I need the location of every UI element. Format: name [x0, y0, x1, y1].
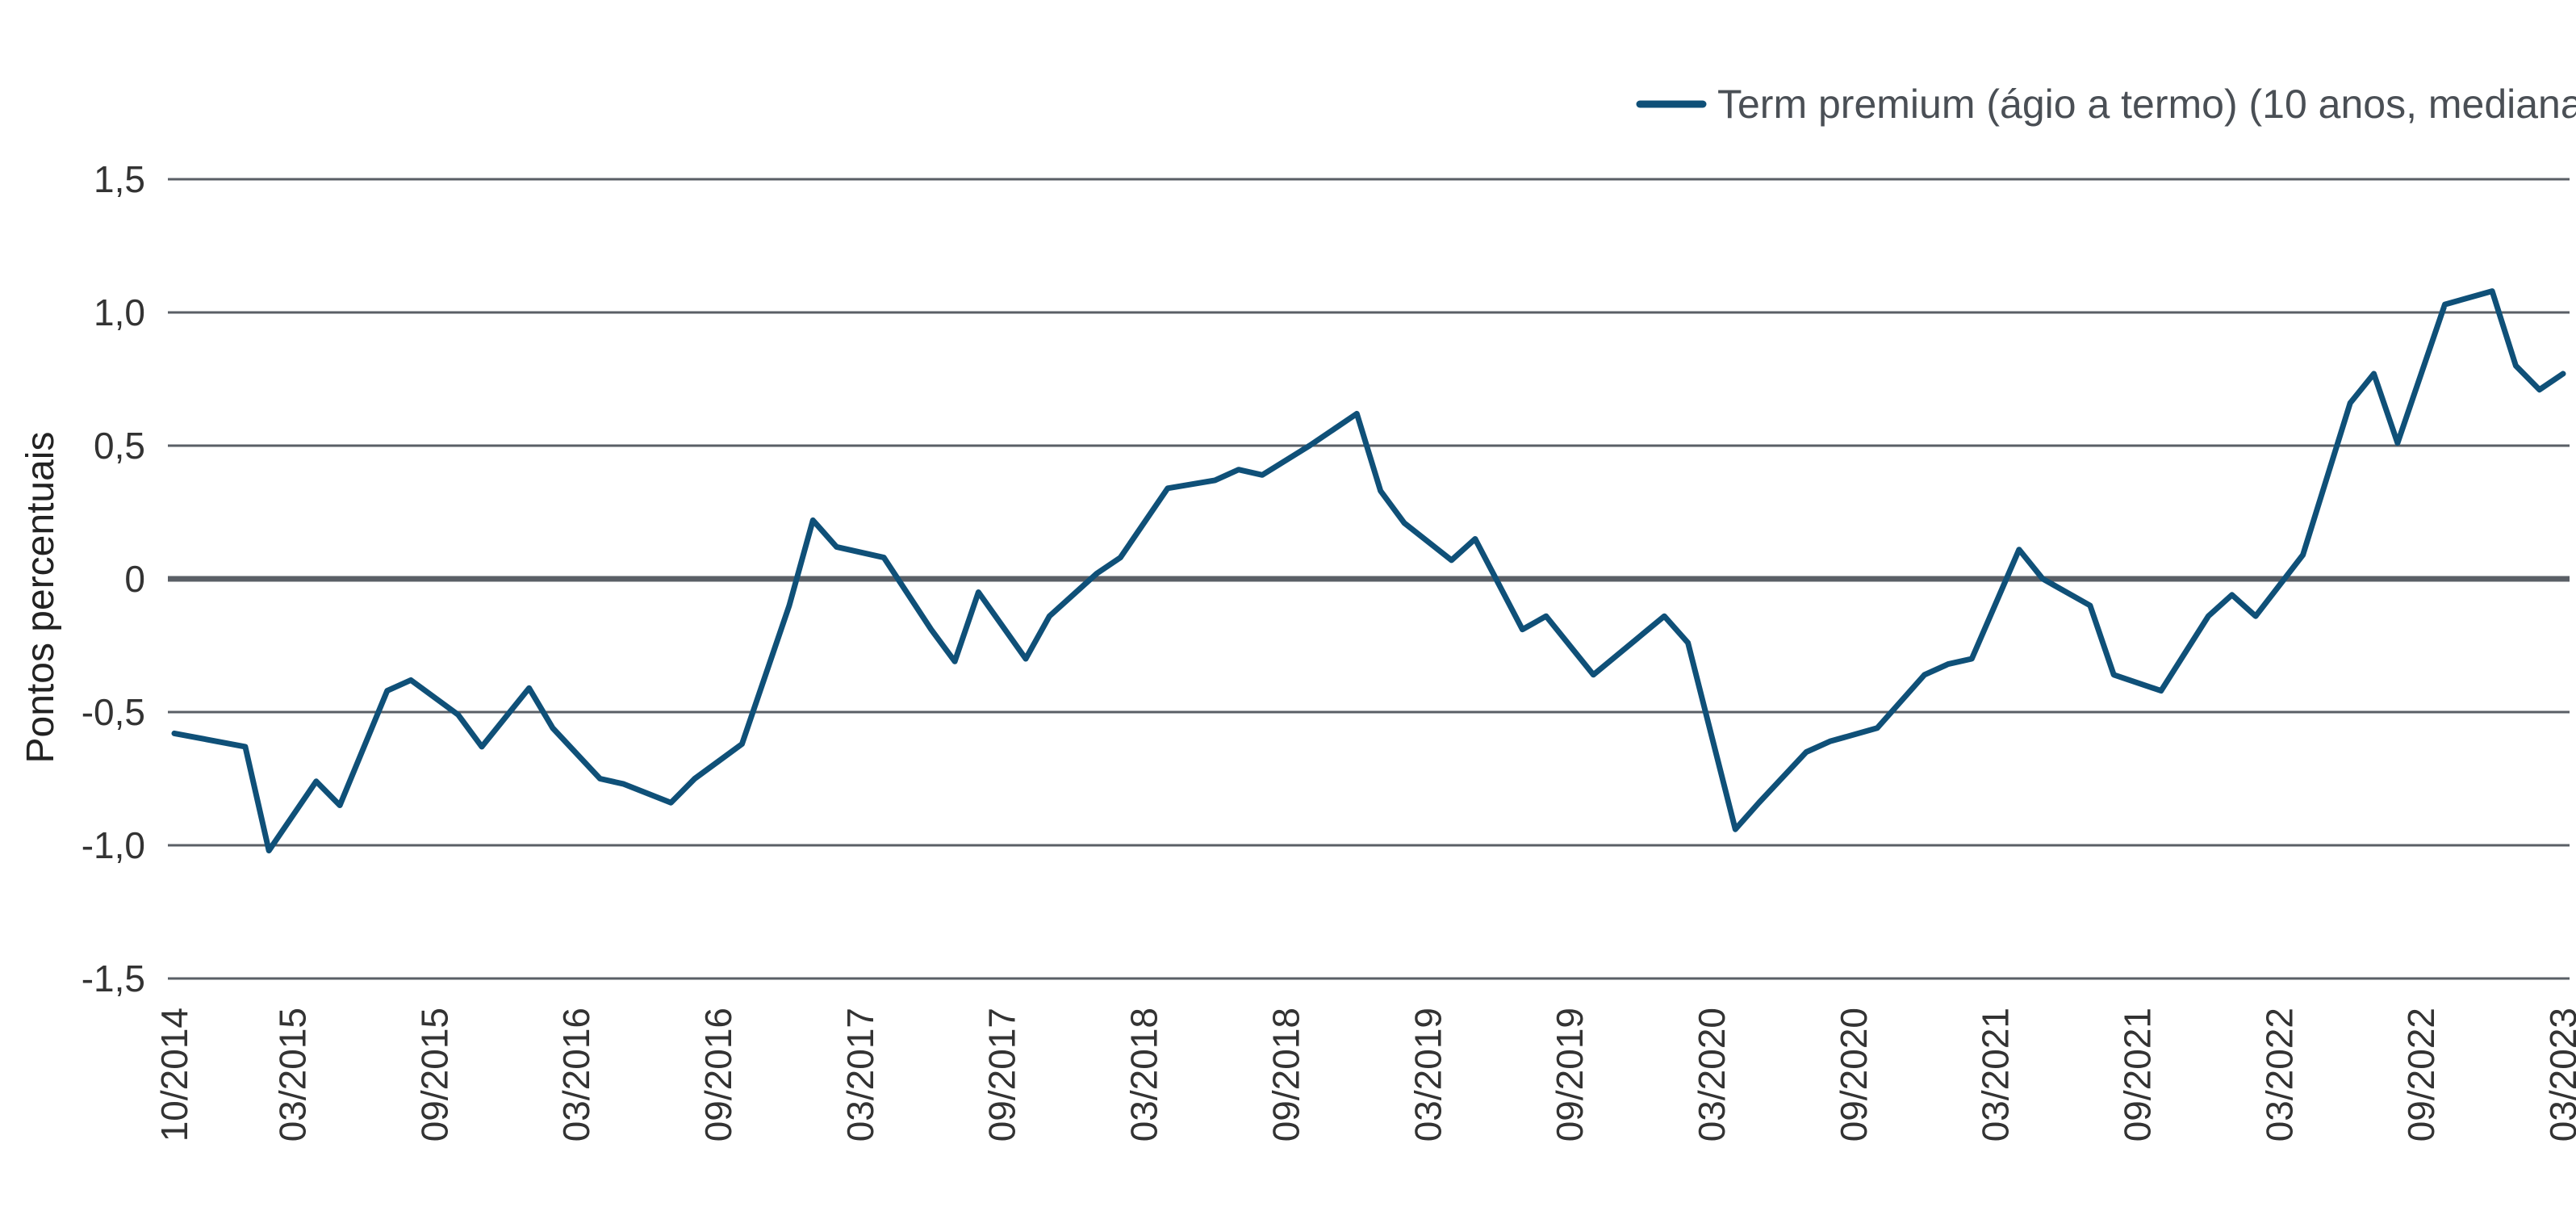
x-axis-ticks: 10/2014 03/2015 09/2015 03/2016 09/2016 03/20… — [153, 1008, 2576, 1142]
x-tick-label: 03/2018 — [1123, 1008, 1165, 1142]
x-tick-label: 09/2017 — [981, 1008, 1023, 1142]
x-tick-label: 03/2021 — [1975, 1008, 2017, 1142]
x-tick-label: 09/2015 — [413, 1008, 455, 1142]
gridlines — [168, 178, 2570, 980]
y-axis-title: Pontos percentuais — [19, 432, 62, 764]
x-tick-label: 09/2018 — [1265, 1008, 1307, 1142]
x-tick-label: 03/2023 — [2542, 1008, 2576, 1142]
x-tick-label: 09/2019 — [1549, 1008, 1591, 1142]
legend: Term premium (ágio a termo) (10 anos, me… — [1636, 82, 2576, 127]
y-tick-label: 1,0 — [94, 291, 145, 333]
x-tick-label: 03/2017 — [839, 1008, 881, 1142]
y-tick-label: -0,5 — [82, 691, 145, 733]
y-tick-label: 1,5 — [94, 158, 145, 200]
y-tick-label: -1,0 — [82, 824, 145, 866]
series-layer — [171, 288, 2566, 854]
y-tick-label: 0 — [124, 558, 145, 600]
y-tick-label: -1,5 — [82, 957, 145, 999]
x-tick-label: 03/2015 — [272, 1008, 314, 1142]
legend-label: Term premium (ágio a termo) (10 anos, me… — [1717, 82, 2576, 127]
y-tick-label: 0,5 — [94, 425, 145, 467]
x-tick-label: 09/2022 — [2400, 1008, 2442, 1142]
x-tick-label: 09/2016 — [697, 1008, 739, 1142]
x-tick-label: 09/2020 — [1833, 1008, 1875, 1142]
x-tick-label: 03/2020 — [1691, 1008, 1733, 1142]
x-tick-label: 09/2021 — [2116, 1008, 2158, 1142]
x-tick-label: 03/2016 — [555, 1008, 597, 1142]
x-tick-label: 03/2019 — [1407, 1008, 1449, 1142]
x-tick-label: 10/2014 — [153, 1008, 195, 1142]
series-line — [171, 288, 2566, 854]
x-tick-label: 03/2022 — [2258, 1008, 2300, 1142]
y-axis-ticks: 1,5 1,0 0,5 0 -0,5 -1,0 -1,5 — [82, 158, 145, 999]
